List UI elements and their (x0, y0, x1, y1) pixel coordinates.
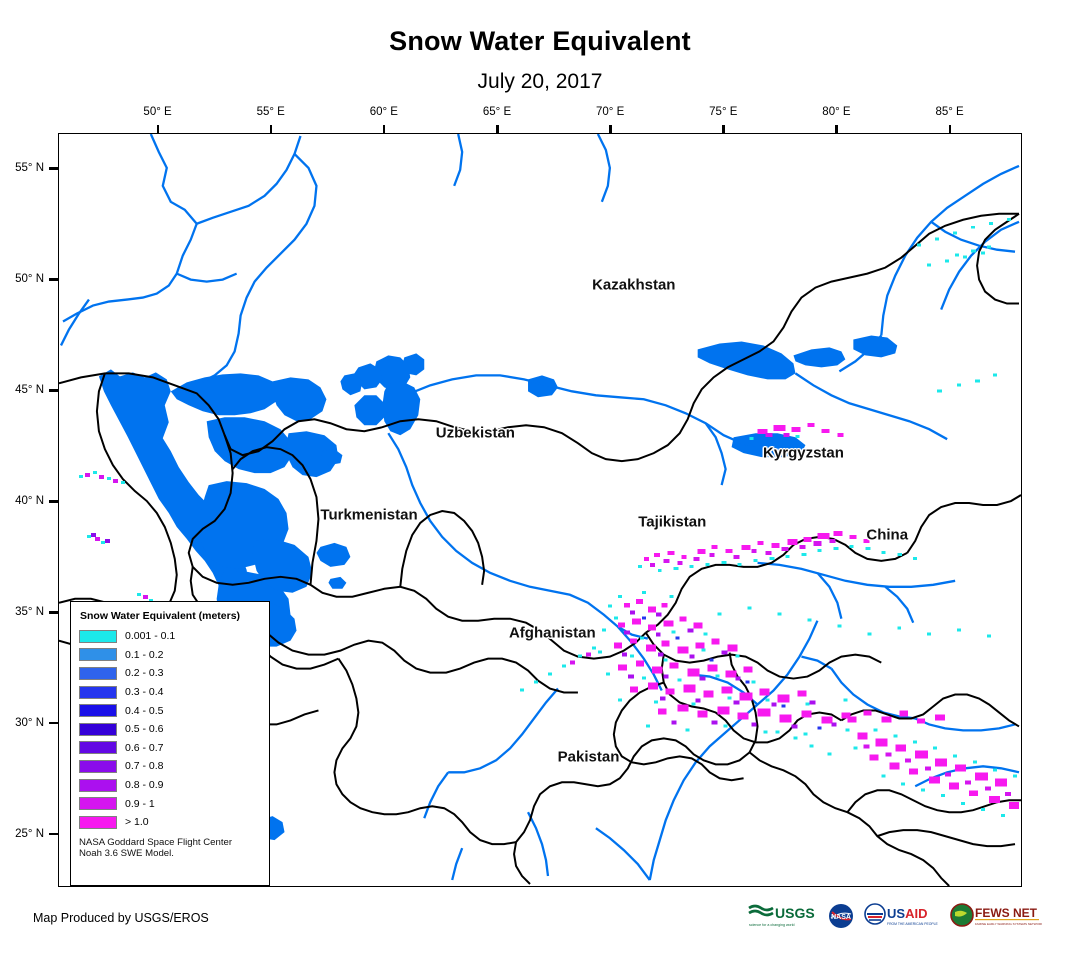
legend-label: 0.3 - 0.4 (125, 686, 164, 699)
lon-tick-65 (496, 125, 499, 133)
legend-row: 0.4 - 0.5 (79, 701, 261, 720)
legend-footer-line-2: Noah 3.6 SWE Model. (79, 848, 174, 860)
lat-tick-30 (49, 721, 58, 725)
legend-swatch (79, 741, 117, 755)
lon-label-65: 65° E (482, 106, 512, 118)
lat-label-55: 55° N (15, 162, 44, 175)
legend-footer-line-1: NASA Goddard Space Flight Center (79, 836, 233, 848)
lat-label-40: 40° N (15, 495, 44, 508)
usgs-logo[interactable]: USGS science for a changing world (747, 903, 819, 929)
lat-tick-55 (49, 167, 58, 170)
legend-swatch (79, 759, 117, 773)
lat-tick-40 (49, 500, 58, 503)
svg-text:USAID: USAID (887, 906, 927, 921)
legend-label: 0.7 - 0.8 (125, 760, 164, 773)
lon-label-60: 60° E (369, 106, 398, 118)
legend-label: 0.6 - 0.7 (125, 741, 164, 754)
legend-row: > 1.0 (79, 813, 261, 832)
legend-swatch (79, 778, 117, 792)
lon-label-70: 70° E (596, 106, 625, 118)
legend-swatch (79, 815, 117, 829)
lon-label-75: 75° E (709, 106, 738, 118)
lon-tick-55 (269, 125, 273, 133)
usaid-logo-mark: USAID FROM THE AMERICAN PEOPLE (864, 903, 939, 926)
legend-footer: NASA Goddard Space Flight Center Noah 3.… (79, 837, 261, 860)
fewsnet-logo-mark: FEWS NET FAMINE EARLY WARNING SYSTEMS NE… (950, 903, 1042, 927)
legend-row: 0.7 - 0.8 (79, 757, 261, 776)
lon-label-50: 50° E (143, 106, 172, 118)
lat-label-45: 45° N (15, 384, 44, 397)
lat-tick-50 (49, 278, 58, 281)
page-title: Snow Water Equivalent (389, 26, 691, 56)
legend-swatch (79, 722, 117, 736)
map-credit: Map Produced by USGS/EROS (33, 911, 209, 925)
legend-row: 0.001 - 0.1 (79, 627, 261, 646)
lat-tick-35 (49, 611, 58, 614)
lon-tick-70 (609, 125, 612, 133)
swe-raster (78, 217, 1020, 818)
usgs-logo-mark: USGS science for a changing world (748, 904, 815, 927)
agency-logos: USGS science for a changing world NASA U… (747, 903, 1042, 929)
svg-text:FROM THE AMERICAN PEOPLE: FROM THE AMERICAN PEOPLE (887, 922, 939, 926)
lon-label-55: 55° E (256, 106, 285, 118)
lat-label-25: 25° N (15, 827, 44, 840)
svg-text:NASA: NASA (831, 914, 851, 921)
lon-label-85: 85° E (935, 106, 964, 118)
legend-row: 0.6 - 0.7 (79, 739, 261, 758)
lat-label-50: 50° N (15, 273, 44, 286)
legend-row: 0.5 - 0.6 (79, 720, 261, 739)
nasa-logo-mark: NASA (829, 904, 853, 928)
legend-label: 0.4 - 0.5 (125, 704, 164, 717)
map-canvas (59, 134, 1021, 886)
svg-text:FEWS NET: FEWS NET (975, 906, 1038, 920)
fewsnet-logo[interactable]: FEWS NET FAMINE EARLY WARNING SYSTEMS NE… (950, 903, 1042, 929)
svg-text:science for a changing world: science for a changing world (749, 923, 795, 927)
legend-row: 0.1 - 0.2 (79, 646, 261, 665)
lon-tick-80 (835, 125, 838, 133)
svg-text:FAMINE EARLY WARNING SYSTEMS N: FAMINE EARLY WARNING SYSTEMS NETWORK (975, 922, 1042, 926)
lon-tick-85 (948, 125, 952, 133)
legend-title: Snow Water Equivalent (meters) (80, 610, 241, 622)
legend-label: > 1.0 (125, 816, 149, 829)
svg-text:USGS: USGS (775, 905, 815, 921)
map-legend[interactable]: Snow Water Equivalent (meters) 0.001 - 0… (70, 601, 270, 886)
lon-tick-50 (156, 125, 160, 133)
page-subtitle: July 20, 2017 (477, 70, 603, 93)
legend-label: 0.1 - 0.2 (125, 648, 164, 661)
legend-swatch (79, 704, 117, 718)
legend-swatch (79, 648, 117, 662)
rivers (59, 134, 1020, 881)
nasa-logo[interactable]: NASA (828, 903, 854, 929)
legend-row: 0.9 - 1 (79, 794, 261, 813)
lat-label-30: 30° N (15, 716, 44, 729)
legend-label: 0.5 - 0.6 (125, 723, 164, 736)
legend-row: 0.2 - 0.3 (79, 664, 261, 683)
lat-tick-25 (49, 832, 58, 836)
legend-label: 0.2 - 0.3 (125, 667, 164, 680)
lon-tick-60 (382, 125, 386, 133)
lat-label-35: 35° N (15, 606, 44, 618)
lon-tick-75 (722, 125, 725, 133)
legend-rows: 0.001 - 0.1 0.1 - 0.2 0.2 - 0.3 0.3 - 0.4 0.… (79, 627, 261, 832)
water-bodies (98, 335, 898, 841)
lat-tick-45 (49, 389, 58, 392)
legend-swatch (79, 797, 117, 811)
usaid-logo[interactable]: USAID FROM THE AMERICAN PEOPLE (863, 903, 941, 929)
legend-swatch (79, 685, 117, 699)
lon-label-80: 80° E (822, 106, 851, 118)
legend-label: 0.001 - 0.1 (125, 630, 176, 643)
legend-swatch (79, 666, 117, 680)
legend-row: 0.3 - 0.4 (79, 683, 261, 702)
legend-row: 0.8 - 0.9 (79, 776, 261, 795)
legend-label: 0.9 - 1 (125, 797, 155, 810)
legend-swatch (79, 629, 117, 643)
legend-label: 0.8 - 0.9 (125, 779, 164, 792)
